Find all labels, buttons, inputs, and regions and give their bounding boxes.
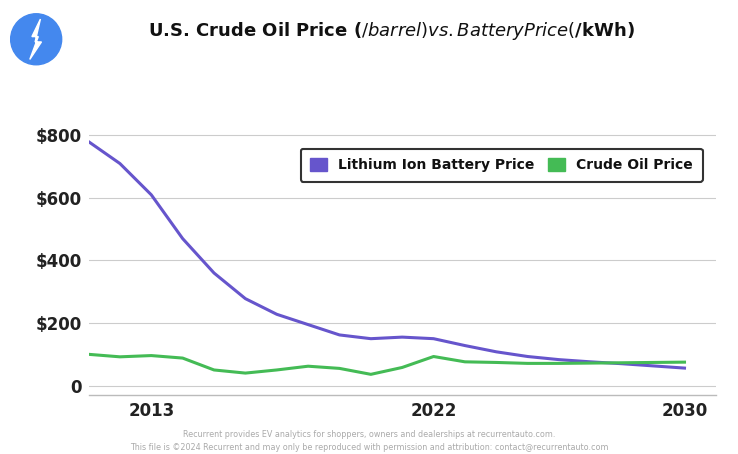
Polygon shape bbox=[30, 19, 41, 59]
Text: Recurrent provides EV analytics for shoppers, owners and dealerships at recurren: Recurrent provides EV analytics for shop… bbox=[130, 429, 608, 452]
Circle shape bbox=[10, 14, 62, 65]
Legend: Lithium Ion Battery Price, Crude Oil Price: Lithium Ion Battery Price, Crude Oil Pri… bbox=[300, 148, 703, 182]
Text: U.S. Crude Oil Price ($/barrel)vs. Battery Price ($/kWh): U.S. Crude Oil Price ($/barrel)vs. Batte… bbox=[148, 20, 635, 42]
